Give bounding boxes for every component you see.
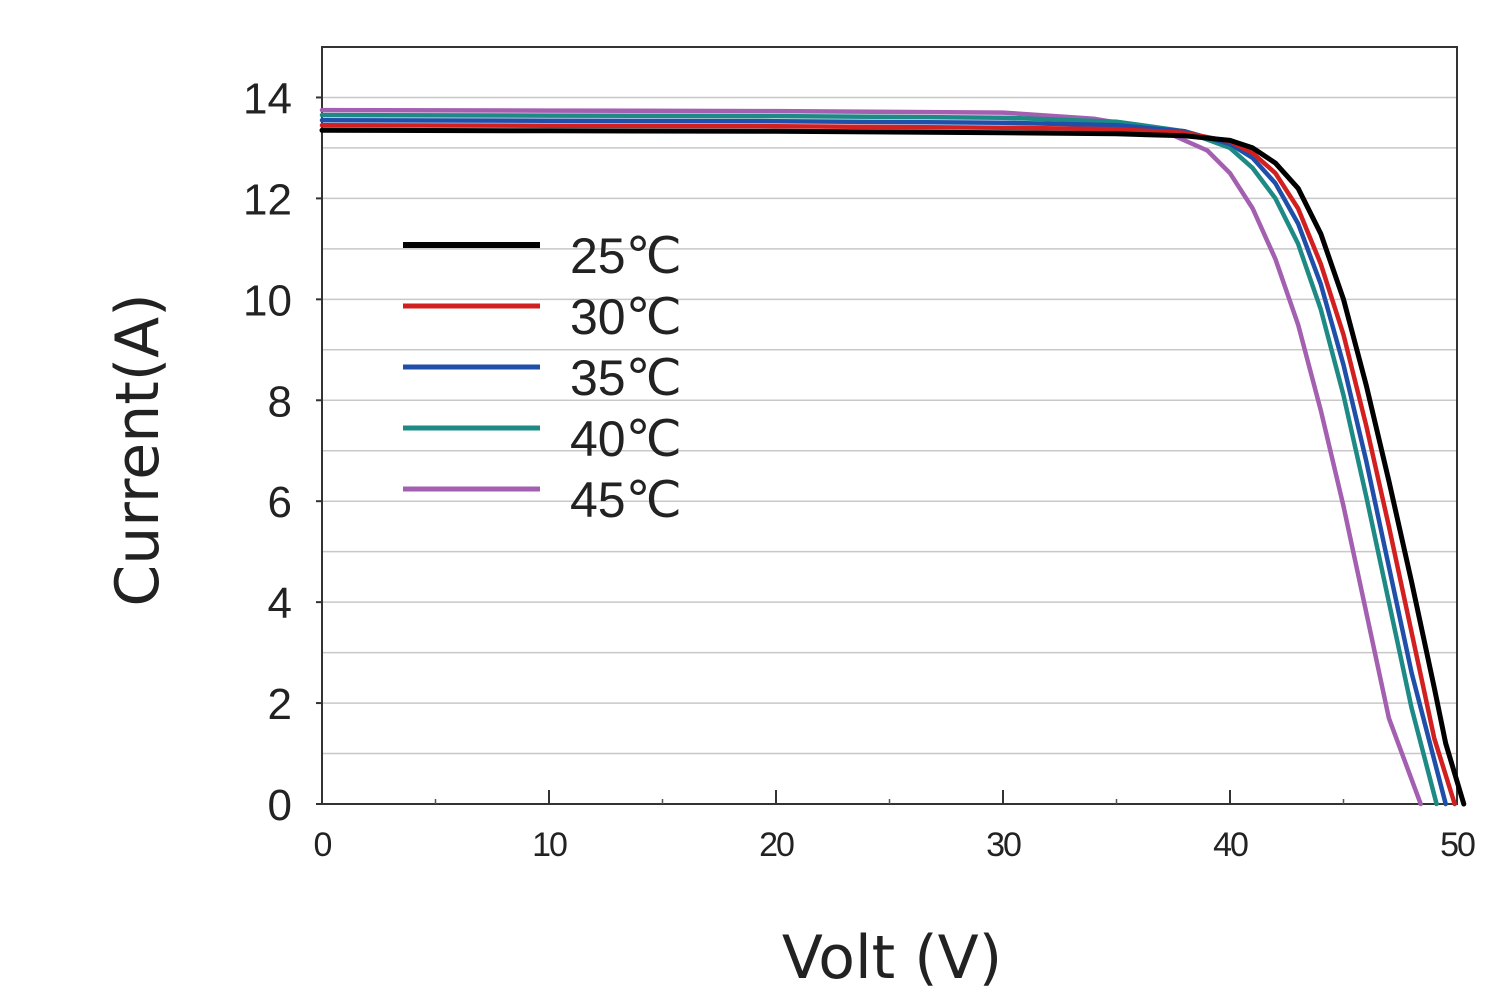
x-tick-label-0: 0 xyxy=(314,826,332,864)
series-line-2 xyxy=(319,122,1457,807)
legend-label-4: 40℃ xyxy=(570,411,682,467)
legend: 25℃30℃35℃40℃45℃ xyxy=(403,228,682,528)
x-tick-label-50: 50 xyxy=(1440,826,1475,864)
legend-label-1: 25℃ xyxy=(570,228,682,284)
series-line-4 xyxy=(319,112,1439,807)
series-line-1 xyxy=(319,127,1467,807)
legend-label-5: 45℃ xyxy=(570,472,682,528)
y-tick-label-10: 10 xyxy=(243,276,292,325)
y-tick-label-12: 12 xyxy=(243,175,292,224)
axis-ticks: 0 2 4 6 8 10 12 14 0 10 20 30 40 50 xyxy=(243,74,1477,864)
legend-label-2: 30℃ xyxy=(570,289,682,345)
x-tick-label-20: 20 xyxy=(759,826,794,864)
y-tick-label-14: 14 xyxy=(243,74,292,123)
x-axis-title: Volt (V) xyxy=(782,923,1002,993)
y-tick-label-6: 6 xyxy=(268,478,292,527)
series-lines xyxy=(319,107,1467,807)
y-tick-label-0: 0 xyxy=(268,781,292,830)
x-tick-label-30: 30 xyxy=(986,826,1021,864)
y-tick-label-2: 2 xyxy=(268,680,292,729)
y-axis-title: Current(A) xyxy=(103,293,173,606)
series-line-3 xyxy=(319,117,1448,807)
y-tick-label-4: 4 xyxy=(268,579,292,628)
grid-lines xyxy=(322,96,1457,755)
x-tick-label-40: 40 xyxy=(1213,826,1248,864)
x-tick-label-10: 10 xyxy=(532,826,567,864)
y-tick-label-8: 8 xyxy=(268,377,292,426)
legend-label-3: 35℃ xyxy=(570,350,682,406)
series-line-5 xyxy=(319,107,1423,807)
